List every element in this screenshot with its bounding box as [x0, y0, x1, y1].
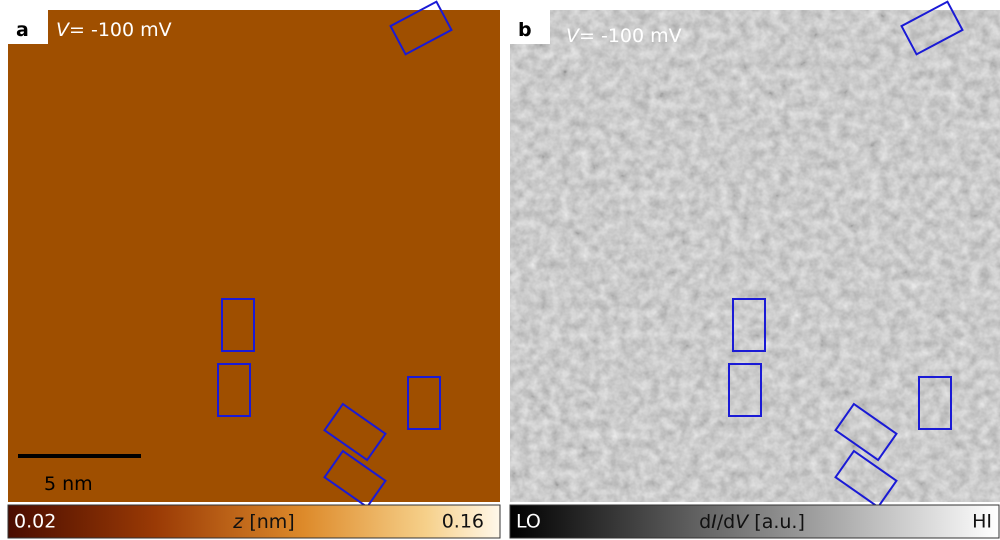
colorbar-max: 0.16 [442, 511, 484, 533]
scale-bar-label: 5 nm [44, 473, 93, 495]
label-part: [a.u.] [748, 511, 805, 533]
label-part: d [699, 511, 711, 533]
voltage-value: = -100 mV [579, 25, 682, 47]
figure: a V= -100 mV 5 nm 0.02 z [nm] 0.16 b V= … [0, 0, 1000, 540]
colorbar-min: 0.02 [14, 511, 56, 533]
panel-b: b V= -100 mV LO dI/dV [a.u.] HI [510, 2, 1000, 538]
label-part: /d [717, 511, 735, 533]
colorbar-label: z [nm] [232, 511, 294, 533]
voltage-label: V= -100 mV [566, 25, 682, 47]
colorbar-max: HI [972, 511, 992, 533]
colorbar-min: LO [516, 511, 541, 533]
panel-label: a [16, 19, 29, 41]
voltage-label: V= -100 mV [56, 19, 172, 41]
colorbar-label: dI/dV [a.u.] [699, 511, 805, 533]
panel-a: a V= -100 mV 5 nm 0.02 z [nm] 0.16 [8, 2, 500, 538]
voltage-value: = -100 mV [69, 19, 172, 41]
label-part: [nm] [243, 511, 294, 533]
panel-label: b [518, 19, 532, 41]
